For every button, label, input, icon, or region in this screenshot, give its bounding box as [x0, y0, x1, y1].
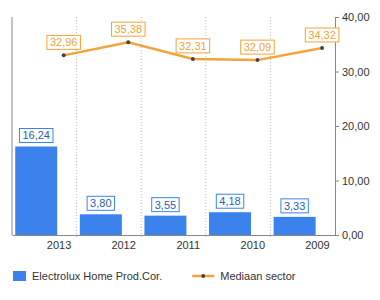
data-label-text: 16,24: [22, 129, 50, 141]
tick-label: 2012: [111, 239, 135, 251]
separator: [141, 17, 142, 239]
label-box: [216, 194, 243, 208]
x-axis: 2013 2012 2011 2010 2009: [13, 236, 336, 251]
tick: 2010: [241, 239, 265, 251]
frame-line: [12, 17, 13, 235]
legend-label: Mediaan sector: [220, 270, 296, 282]
label-box: [281, 199, 308, 213]
data-label: 32,31: [176, 39, 210, 53]
marker: [320, 46, 324, 50]
legend: Electrolux Home Prod.Cor. Mediaan sector: [13, 270, 296, 282]
data-labels: 16,24 3,80 3,55 4,18 3,33 32,96 35,38 32,31 32,0…: [19, 22, 338, 213]
data-label-text: 3,80: [90, 197, 111, 209]
bar: [15, 146, 57, 235]
tick: 10,00: [335, 175, 370, 187]
data-label: 32,96: [47, 35, 81, 49]
legend-marker: [201, 274, 205, 278]
data-label-text: 32,31: [179, 40, 207, 52]
tick-mark: [335, 17, 339, 18]
tick: 40,00: [335, 11, 370, 23]
tick-label: 20,00: [342, 120, 370, 132]
data-label: 34,32: [305, 28, 339, 42]
separator: [76, 17, 77, 239]
axis-line: [13, 235, 336, 236]
tick: 2013: [47, 239, 71, 251]
label-box: [112, 22, 146, 36]
tick-label: 2013: [47, 239, 71, 251]
tick-mark: [335, 181, 339, 182]
y-axis: 0,00 10,00 20,00 30,00 40,00: [335, 11, 370, 241]
tick: 2012: [111, 239, 135, 251]
data-label-text: 3,55: [155, 199, 176, 211]
tick: 20,00: [335, 120, 370, 132]
bar: [274, 217, 316, 235]
tick: 2009: [305, 239, 329, 251]
marker: [62, 53, 66, 57]
data-label-text: 35,38: [115, 23, 143, 35]
tick-label: 30,00: [342, 66, 370, 78]
tick-label: 40,00: [342, 11, 370, 23]
tick-label: 2009: [305, 239, 329, 251]
legend-swatch: [13, 271, 26, 281]
label-box: [305, 28, 339, 42]
tick: 2011: [176, 239, 200, 251]
data-label: 3,55: [152, 198, 179, 212]
data-label: 3,80: [87, 196, 114, 210]
tick: 0,00: [335, 229, 363, 241]
legend-label: Electrolux Home Prod.Cor.: [32, 270, 162, 282]
data-label: 32,09: [241, 40, 275, 54]
marker: [191, 57, 195, 61]
legend-item: Electrolux Home Prod.Cor.: [13, 270, 162, 282]
label-box: [19, 128, 53, 142]
bar: [209, 212, 251, 235]
data-label-text: 4,18: [219, 195, 240, 207]
data-label-text: 34,32: [308, 29, 336, 41]
marker: [126, 40, 130, 44]
label-box: [152, 198, 179, 212]
tick-label: 10,00: [342, 175, 370, 187]
tick-label: 0,00: [342, 229, 363, 241]
label-box: [87, 196, 114, 210]
data-label: 35,38: [112, 22, 146, 36]
tick: 30,00: [335, 66, 370, 78]
marker: [255, 58, 259, 62]
data-label: 16,24: [19, 128, 53, 142]
label-box: [176, 39, 210, 53]
data-label: 3,33: [281, 199, 308, 213]
bar: [80, 214, 122, 235]
data-label-text: 32,09: [244, 41, 272, 53]
tick-mark: [335, 72, 339, 73]
label-box: [47, 35, 81, 49]
data-label: 4,18: [216, 194, 243, 208]
legend-item: Mediaan sector: [192, 270, 296, 282]
chart: 0,00 10,00 20,00 30,00 40,00 2013 2012 2011 2010…: [0, 0, 380, 300]
plot-marks: [15, 40, 324, 235]
tick-mark: [335, 235, 339, 236]
label-box: [241, 40, 275, 54]
tick-label: 2010: [241, 239, 265, 251]
tick-mark: [335, 126, 339, 127]
legend-swatch: [192, 275, 214, 278]
bar: [144, 216, 186, 235]
data-label-text: 32,96: [50, 36, 78, 48]
axis-line: [336, 18, 340, 236]
tick-label: 2011: [176, 239, 200, 251]
data-label-text: 3,33: [284, 200, 305, 212]
